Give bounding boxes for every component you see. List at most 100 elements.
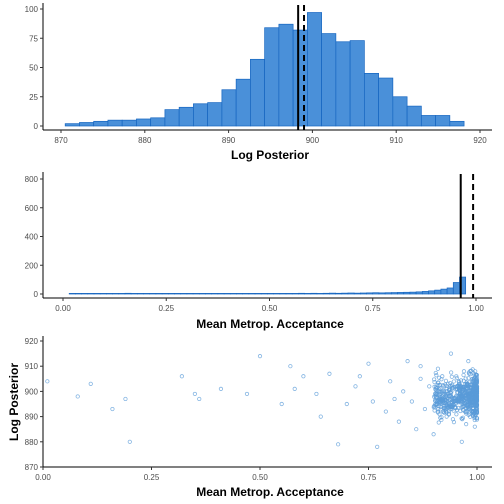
p3-point bbox=[455, 383, 460, 389]
p2-bar bbox=[223, 293, 231, 295]
p1-bar bbox=[435, 115, 451, 127]
p3-point bbox=[464, 380, 469, 385]
p3-point bbox=[366, 361, 371, 366]
p3-point bbox=[292, 386, 297, 391]
p3-point bbox=[401, 389, 406, 394]
p3-point bbox=[467, 385, 472, 390]
p3-point bbox=[179, 374, 184, 379]
p2-bar bbox=[347, 292, 355, 295]
p2-bar bbox=[217, 293, 225, 295]
p2-bar bbox=[124, 292, 132, 295]
p3-point bbox=[444, 403, 449, 408]
p2-bar bbox=[335, 292, 343, 295]
p3-point bbox=[474, 407, 480, 412]
p3-point bbox=[474, 377, 479, 382]
p3-x-axis-title: Mean Metrop. Acceptance bbox=[196, 485, 344, 499]
p3-point bbox=[218, 386, 224, 391]
p3-point bbox=[422, 406, 428, 412]
p2-bar bbox=[130, 293, 138, 295]
p3-point bbox=[454, 393, 459, 399]
p3-point bbox=[127, 439, 132, 444]
p3-point bbox=[454, 386, 459, 391]
p3-point bbox=[466, 400, 471, 405]
panel-1-histogram: 0 25 50 75 100 870 880 890 900 910 920 Log Poster… bbox=[25, 3, 492, 162]
p2-bar bbox=[415, 291, 423, 295]
p2-bar bbox=[403, 291, 411, 295]
p2-bar bbox=[229, 293, 237, 295]
p3-point bbox=[460, 388, 465, 394]
p3-point bbox=[336, 442, 341, 447]
p2-bar bbox=[341, 292, 349, 295]
p3-point bbox=[438, 407, 443, 412]
p3-point bbox=[436, 420, 441, 425]
p1-bar bbox=[150, 117, 166, 127]
p2-bar bbox=[167, 293, 175, 295]
p3-point bbox=[464, 422, 469, 427]
p2-bar bbox=[273, 293, 281, 295]
p2-bar bbox=[242, 293, 250, 295]
p2-bar bbox=[421, 291, 429, 295]
p2-bar bbox=[446, 287, 454, 295]
p2-bar bbox=[254, 293, 262, 295]
p2-bar bbox=[360, 292, 367, 295]
p3-point bbox=[440, 383, 445, 388]
p2-x-tick-label: 0.00 bbox=[55, 304, 71, 313]
p3-point bbox=[192, 391, 197, 397]
p3-point bbox=[314, 391, 319, 397]
p2-bar bbox=[291, 293, 299, 295]
p3-point bbox=[257, 354, 263, 359]
p2-bar bbox=[285, 293, 293, 295]
p1-x-tick-label: 880 bbox=[138, 136, 152, 145]
p3-x-tick-label: 0.00 bbox=[35, 473, 51, 482]
p3-point bbox=[427, 384, 432, 389]
p2-y-tick-label: 200 bbox=[25, 261, 39, 270]
p3-point bbox=[474, 408, 480, 413]
p1-bar bbox=[278, 23, 294, 127]
p2-y-tick-label: 800 bbox=[25, 175, 39, 184]
p1-bar bbox=[335, 41, 351, 127]
p3-point bbox=[456, 394, 461, 399]
p2-bar bbox=[440, 288, 448, 295]
p3-point bbox=[467, 405, 473, 410]
p2-bar bbox=[143, 293, 151, 295]
p3-point bbox=[439, 389, 445, 394]
p3-point bbox=[435, 399, 440, 404]
p3-point bbox=[388, 379, 393, 384]
p2-x-tick-label: 0.25 bbox=[158, 304, 174, 313]
p1-x-tick-label: 890 bbox=[222, 136, 236, 145]
p1-bar bbox=[406, 105, 422, 127]
p1-bar bbox=[64, 123, 80, 127]
p1-bar bbox=[420, 115, 436, 127]
p2-bar bbox=[93, 293, 101, 295]
p2-bar bbox=[136, 293, 144, 295]
p3-point bbox=[453, 401, 459, 406]
p3-point bbox=[446, 412, 452, 417]
p2-bar bbox=[87, 293, 95, 295]
p2-bar bbox=[378, 292, 386, 295]
p2-bar bbox=[211, 293, 219, 295]
p3-point bbox=[458, 378, 464, 383]
p3-point bbox=[434, 386, 439, 391]
p3-point bbox=[370, 399, 375, 404]
p3-point bbox=[469, 409, 474, 414]
p1-x-tick-label: 910 bbox=[390, 136, 404, 145]
p3-point bbox=[437, 383, 442, 388]
p3-point bbox=[450, 406, 455, 412]
p1-bar bbox=[364, 72, 379, 127]
p3-point bbox=[45, 379, 50, 384]
p3-point bbox=[457, 398, 462, 403]
p3-point bbox=[466, 391, 471, 396]
p3-point bbox=[471, 388, 476, 393]
p2-vlines bbox=[459, 174, 475, 298]
p3-x-tick-label: 0.75 bbox=[361, 473, 377, 482]
p3-point bbox=[473, 372, 478, 377]
p2-bar bbox=[192, 293, 200, 295]
p3-point bbox=[470, 413, 475, 418]
p2-bar bbox=[384, 292, 392, 295]
p3-points bbox=[45, 351, 480, 449]
p2-bar bbox=[329, 292, 336, 295]
p1-x-tick-label: 870 bbox=[54, 136, 68, 145]
p1-x-ticks: 870 880 890 900 910 920 bbox=[54, 130, 487, 145]
